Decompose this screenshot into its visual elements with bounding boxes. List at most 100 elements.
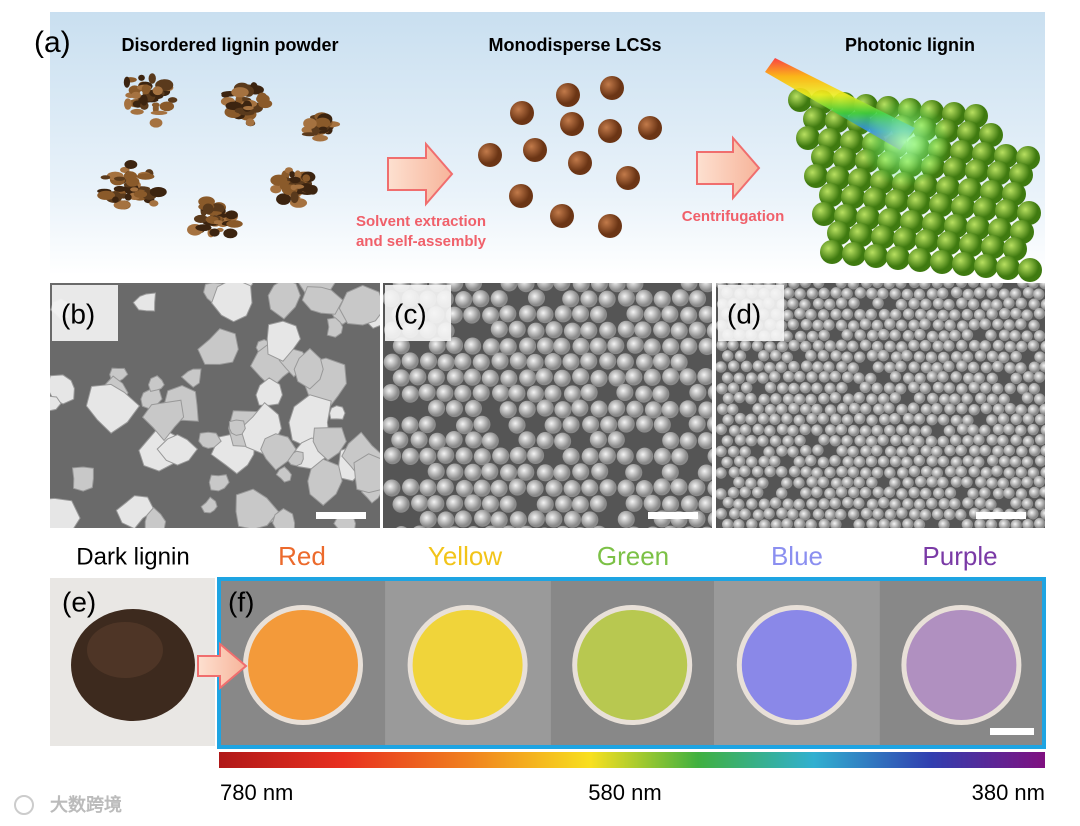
particle	[1027, 508, 1039, 520]
powder-grain	[138, 74, 145, 81]
particle	[722, 496, 734, 509]
particle	[472, 353, 490, 371]
powder-grain	[225, 101, 243, 111]
particle	[961, 393, 973, 405]
particle	[411, 494, 429, 512]
particle	[562, 447, 580, 465]
particle	[961, 351, 974, 363]
particle	[889, 498, 901, 510]
particle	[962, 455, 974, 467]
particle	[908, 508, 921, 520]
particle	[1034, 434, 1045, 446]
particle	[931, 445, 943, 458]
stage-title: Disordered lignin powder	[121, 35, 338, 55]
particle	[835, 297, 848, 309]
particle	[508, 384, 526, 402]
particle	[944, 444, 956, 457]
particle	[527, 322, 545, 340]
particle	[973, 287, 986, 299]
particle	[986, 454, 999, 467]
particle	[740, 382, 753, 394]
particle	[781, 477, 793, 489]
particle	[500, 283, 518, 292]
powder-grain	[124, 98, 132, 110]
color-label: Green	[597, 541, 669, 571]
particle	[884, 318, 896, 330]
particle	[1033, 371, 1045, 383]
particle	[1027, 339, 1040, 352]
particle	[716, 488, 727, 500]
particle	[937, 371, 949, 383]
particle	[793, 477, 805, 489]
particle	[883, 382, 896, 394]
color-label: Purple	[922, 541, 997, 571]
sphere	[1009, 163, 1033, 187]
particle	[590, 283, 609, 292]
particle	[842, 456, 854, 468]
powder-grain	[100, 175, 111, 180]
particle	[817, 349, 830, 362]
particle	[895, 283, 907, 289]
particle	[698, 305, 712, 323]
particle	[986, 350, 999, 362]
particle	[908, 339, 920, 352]
particle	[608, 369, 626, 387]
particle	[647, 526, 658, 528]
particle	[671, 448, 689, 466]
powder-grain	[112, 196, 119, 203]
particle	[707, 480, 712, 496]
particle	[481, 369, 499, 387]
particle	[1021, 392, 1034, 404]
particle	[986, 308, 998, 320]
particle	[799, 423, 811, 436]
particle	[824, 424, 837, 436]
powder-grain	[209, 228, 220, 237]
particle	[1021, 456, 1034, 468]
particle	[739, 508, 751, 520]
particle	[445, 430, 463, 449]
sphere	[943, 157, 967, 181]
particle	[793, 393, 806, 405]
particle	[853, 518, 865, 528]
particle	[824, 466, 836, 479]
particle	[555, 495, 573, 513]
panel-label: (c)	[394, 298, 427, 329]
particle	[961, 476, 973, 488]
particle	[688, 479, 706, 497]
stage-title: Photonic lignin	[845, 35, 975, 55]
particle	[758, 393, 770, 406]
particle	[950, 371, 962, 383]
particle	[800, 466, 812, 478]
particle	[769, 455, 781, 468]
particle	[746, 456, 758, 468]
particle	[979, 340, 991, 352]
particle	[698, 401, 712, 419]
particle	[829, 455, 841, 467]
particle	[1004, 362, 1016, 374]
particle	[626, 305, 644, 323]
particle	[777, 382, 789, 394]
particle	[625, 494, 643, 512]
particle	[853, 476, 865, 489]
particle	[956, 360, 968, 372]
particle	[680, 306, 698, 324]
particle	[383, 447, 402, 465]
particle	[1016, 445, 1028, 458]
particle	[626, 283, 644, 293]
particle	[926, 476, 938, 488]
particle	[902, 372, 915, 384]
particle	[908, 319, 920, 331]
particle	[937, 455, 950, 468]
particle	[745, 434, 758, 447]
particle	[926, 371, 939, 383]
particle	[938, 497, 950, 510]
particle	[1022, 413, 1034, 425]
sphere	[929, 193, 953, 217]
powder-grain	[276, 193, 291, 205]
particle	[745, 413, 757, 425]
particle	[643, 494, 661, 512]
particle	[806, 476, 818, 488]
particle	[1033, 288, 1045, 300]
particle	[878, 308, 891, 321]
particle	[943, 360, 955, 373]
